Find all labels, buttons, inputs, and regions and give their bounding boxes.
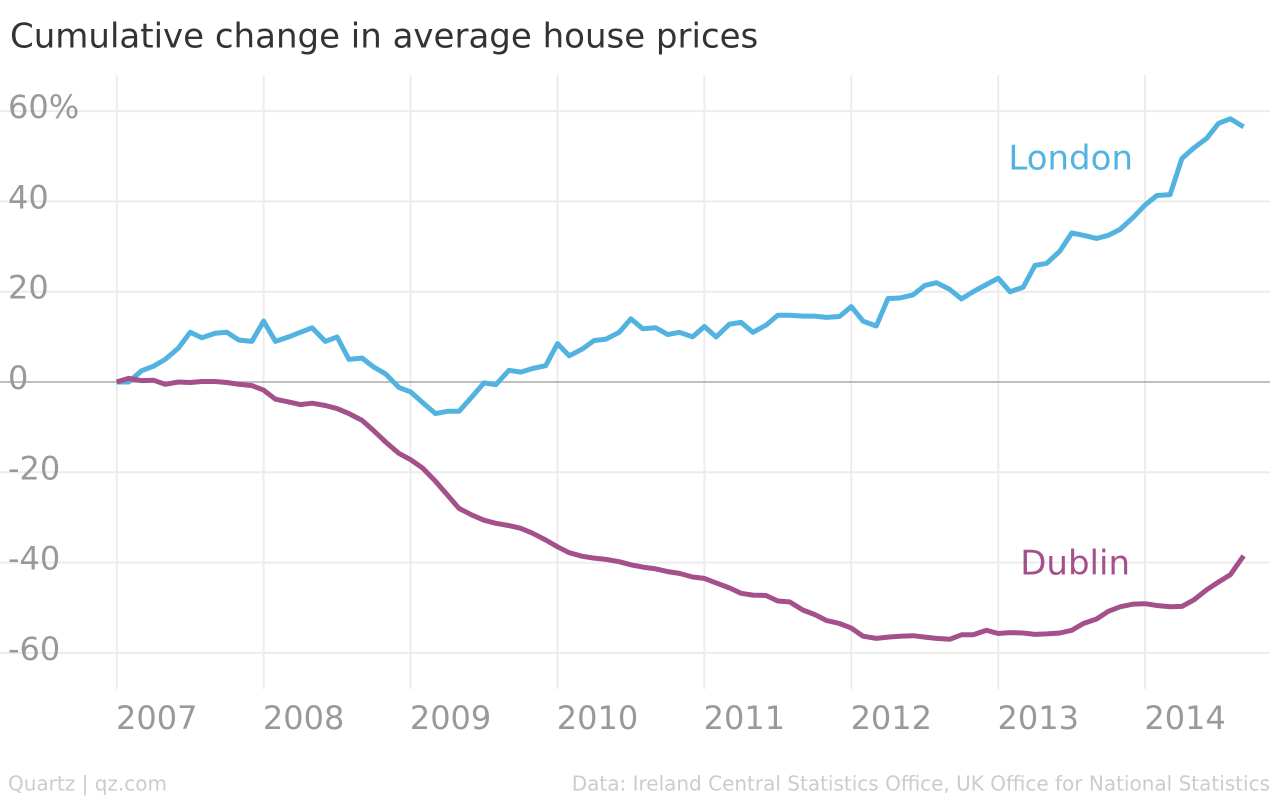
line-series [115, 375, 1246, 642]
y-tick-label: -60 [8, 630, 60, 668]
y-tick-label: 20 [8, 269, 49, 307]
y-tick-label: -20 [8, 449, 60, 487]
chart-title: Cumulative change in average house price… [10, 17, 758, 57]
series-label: Dublin [1020, 544, 1130, 584]
series-label: London [1008, 139, 1133, 179]
source-right: Data: Ireland Central Statistics Office,… [572, 772, 1270, 796]
source-left: Quartz | qz.com [8, 772, 167, 796]
x-tick-label: 2012 [851, 699, 932, 737]
x-tick-label: 2008 [263, 699, 344, 737]
x-tick-label: 2014 [1144, 699, 1225, 737]
line-series [116, 116, 1245, 417]
y-tick-label: 40 [8, 178, 49, 216]
y-tick-label: 60% [8, 88, 79, 126]
x-tick-label: 2007 [116, 699, 197, 737]
y-tick-label: 0 [8, 359, 28, 397]
y-tick-label: -40 [8, 540, 60, 578]
x-tick-label: 2010 [557, 699, 638, 737]
x-tick-label: 2011 [704, 699, 785, 737]
x-tick-label: 2009 [410, 699, 491, 737]
x-tick-label: 2013 [997, 699, 1078, 737]
